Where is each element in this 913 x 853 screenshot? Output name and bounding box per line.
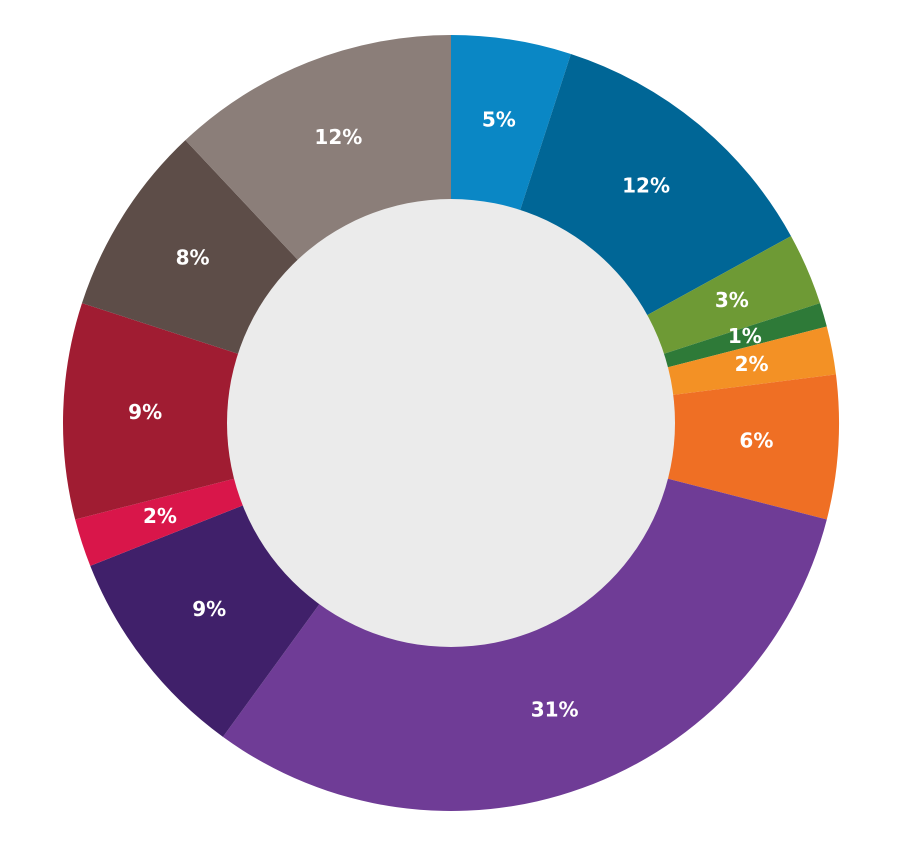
value-label: 5%	[482, 107, 516, 131]
slices	[63, 34, 839, 811]
slice	[81, 140, 301, 356]
value-label: 1%	[728, 324, 762, 348]
donut-hole	[227, 199, 675, 647]
slice	[90, 503, 322, 737]
value-label: 3%	[715, 288, 749, 312]
value-label: 8%	[176, 246, 210, 270]
slice	[451, 35, 571, 214]
slice	[664, 374, 839, 520]
slice	[185, 34, 451, 263]
slice	[63, 303, 242, 520]
value-label: 31%	[531, 697, 579, 721]
labels: 5% 12% 3% 1% 2% 6% 31% 9% 2% 9% 8% 12%	[128, 107, 773, 721]
value-label: 2%	[143, 504, 177, 528]
value-label: 6%	[739, 429, 773, 453]
slice	[664, 326, 836, 396]
value-label: 12%	[622, 174, 670, 198]
slice	[518, 53, 792, 318]
value-label: 9%	[128, 400, 162, 424]
slice	[75, 477, 247, 566]
slice	[643, 236, 821, 356]
value-label: 9%	[192, 597, 226, 621]
value-label: 2%	[735, 352, 769, 376]
slice	[660, 303, 827, 369]
slice	[222, 477, 827, 811]
value-label: 12%	[314, 125, 362, 149]
